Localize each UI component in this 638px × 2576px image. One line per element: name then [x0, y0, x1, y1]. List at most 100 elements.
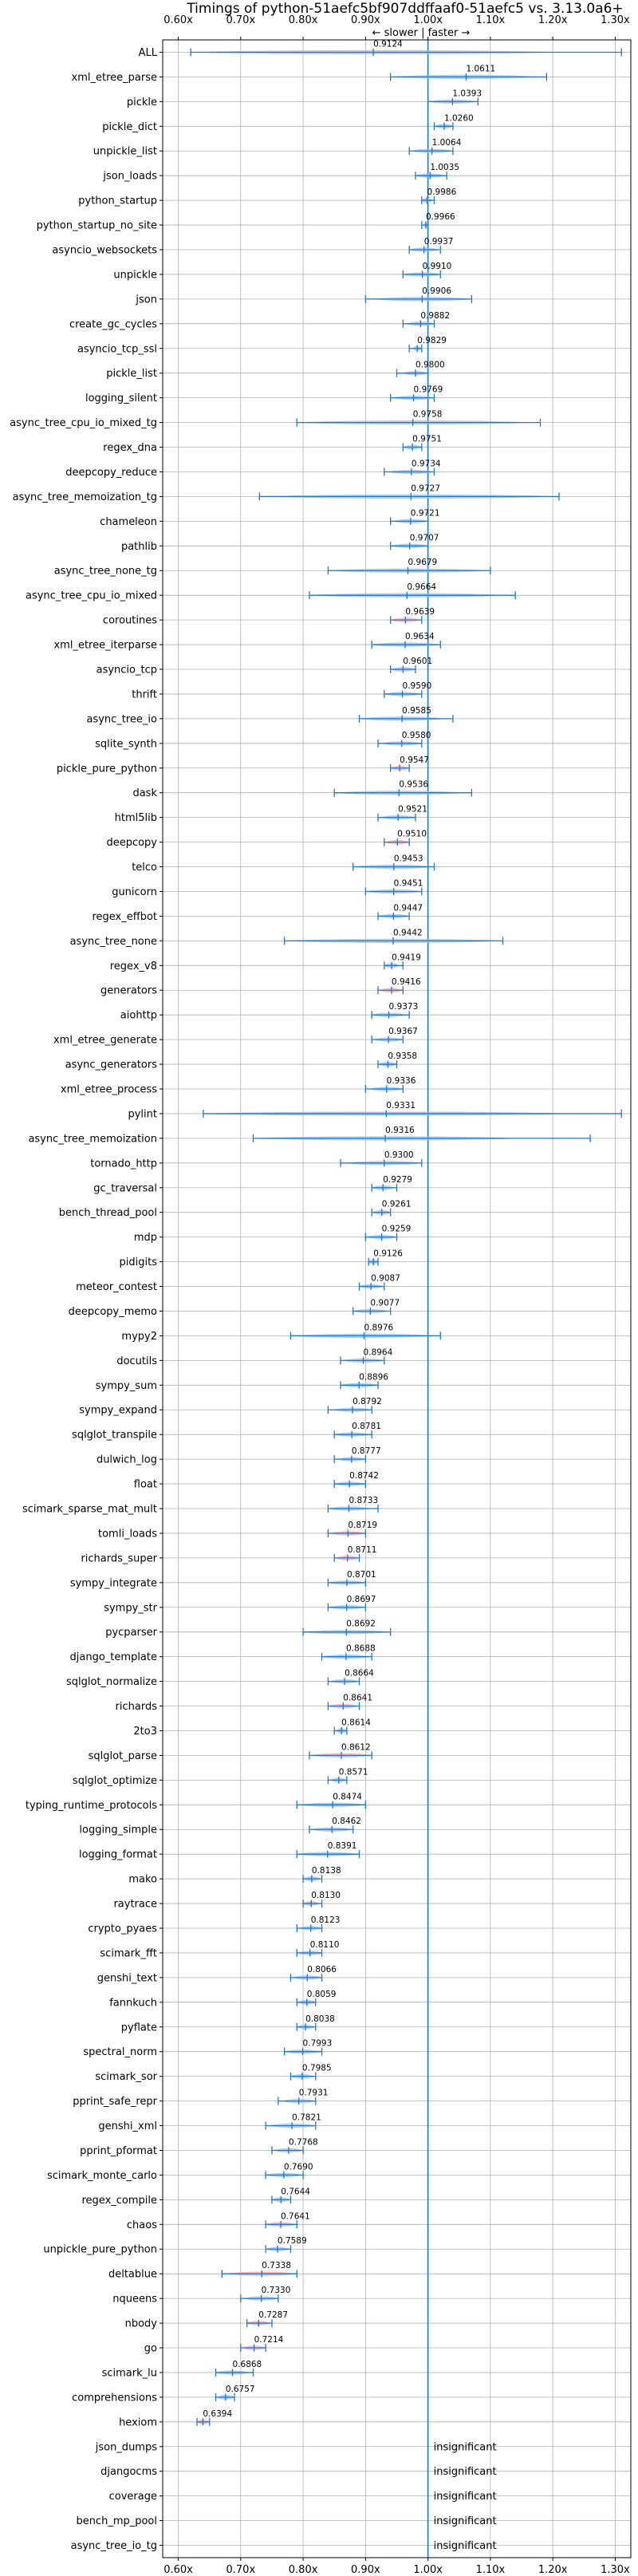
- x-tick-label-top: 0.70x: [226, 14, 256, 26]
- category-label: deepcopy: [106, 837, 157, 849]
- category-label: async_tree_none_tg: [54, 566, 157, 578]
- value-label: 0.8038: [305, 2014, 335, 2024]
- category-label: deepcopy_memo: [69, 1306, 157, 1318]
- value-label: 0.8130: [311, 1891, 341, 1900]
- category-label: pprint_pformat: [80, 2145, 157, 2157]
- category-label: docutils: [116, 1355, 157, 1367]
- x-tick-label-top: 0.80x: [289, 14, 318, 26]
- value-label: 0.9639: [405, 607, 435, 617]
- category-label: sqlglot_normalize: [66, 1676, 157, 1688]
- category-label: logging_format: [79, 1849, 157, 1861]
- x-tick-label-bottom: 0.70x: [226, 2564, 256, 2576]
- value-label: 0.7931: [299, 2089, 329, 2098]
- value-label: 0.8474: [333, 1792, 362, 1801]
- category-label: regex_compile: [81, 2195, 157, 2207]
- category-label: unpickle: [113, 269, 157, 281]
- value-label: 0.9966: [426, 212, 455, 222]
- value-label: 1.0611: [466, 64, 495, 73]
- value-label: 0.8896: [359, 1372, 388, 1382]
- value-label: 0.9416: [392, 977, 421, 987]
- value-label: 0.9358: [388, 1051, 417, 1061]
- marks-layer: 0.9124 1.0611 1.0393 1.0260 1.0064 1.0035 0.99…: [184, 39, 622, 2558]
- value-label: 0.9451: [394, 878, 423, 888]
- category-label: sqlite_synth: [95, 738, 157, 750]
- category-label: scimark_sor: [95, 2071, 157, 2083]
- category-label: scimark_lu: [102, 2367, 157, 2379]
- value-label: 0.9279: [383, 1175, 412, 1185]
- value-label: 0.9547: [400, 755, 429, 765]
- category-label: generators: [100, 985, 157, 997]
- category-label: tomli_loads: [98, 1528, 157, 1540]
- category-label: json: [135, 294, 157, 306]
- category-label: python_startup: [78, 195, 157, 207]
- category-label: comprehensions: [72, 2392, 157, 2404]
- value-label: 0.9800: [415, 361, 445, 370]
- category-label: html5lib: [115, 812, 157, 824]
- value-label: 0.9829: [417, 336, 447, 345]
- value-label: 0.8697: [347, 1595, 376, 1604]
- category-label: pickle_pure_python: [57, 763, 157, 775]
- category-label: 2to3: [133, 1726, 157, 1738]
- category-label: mdp: [134, 1232, 157, 1244]
- value-label: 0.8391: [328, 1841, 357, 1851]
- value-label: 0.9906: [422, 286, 451, 296]
- value-label: 0.9882: [420, 311, 450, 321]
- value-label: 1.0393: [452, 89, 482, 98]
- category-label: pylint: [128, 1108, 157, 1120]
- value-label: 0.9986: [427, 187, 457, 197]
- category-label: json_dumps: [95, 2441, 157, 2453]
- category-label: scimark_monte_carlo: [47, 2170, 157, 2182]
- value-label: 0.8612: [341, 1742, 371, 1752]
- category-label: tornado_http: [90, 1158, 157, 1170]
- x-tick-label-top: 1.10x: [476, 14, 506, 26]
- x-tick-label-bottom: 1.20x: [538, 2564, 568, 2576]
- category-label: aiohttp: [120, 1010, 157, 1022]
- axis-layer: 0.60x 0.60x 0.70x 0.70x 0.80x 0.80x 0.90x 0.90x…: [10, 14, 632, 2576]
- category-label: async_tree_memoization_tg: [13, 491, 157, 503]
- category-label: async_generators: [65, 1059, 158, 1071]
- category-label: regex_effbot: [92, 911, 157, 923]
- category-label: coverage: [109, 2491, 157, 2503]
- value-label: 0.9679: [408, 558, 438, 567]
- value-label: 0.7338: [262, 2261, 291, 2270]
- value-label: 0.8641: [343, 1694, 372, 1703]
- value-label: 0.9580: [402, 731, 431, 740]
- category-label: float: [134, 1479, 157, 1491]
- category-label: pickle_dict: [102, 121, 157, 133]
- category-label: python_startup_no_site: [37, 220, 157, 232]
- value-label: 0.9769: [414, 385, 443, 395]
- value-label: 0.9601: [403, 657, 432, 666]
- category-label: dask: [132, 787, 157, 799]
- category-label: scimark_sparse_mat_mult: [22, 1504, 157, 1516]
- x-tick-label-top: 1.20x: [538, 14, 568, 26]
- category-label: asyncio_tcp: [96, 665, 157, 677]
- insignificant-label: insignificant: [434, 2515, 497, 2527]
- category-label: asyncio_websockets: [52, 245, 157, 257]
- category-label: djangocms: [100, 2466, 157, 2478]
- value-label: 0.9707: [410, 533, 439, 542]
- category-label: sqlglot_transpile: [72, 1430, 157, 1442]
- x-tick-label-top: 0.90x: [351, 14, 380, 26]
- value-label: 0.8777: [352, 1446, 381, 1456]
- category-label: json_loads: [102, 171, 157, 183]
- value-label: 0.9077: [370, 1298, 400, 1308]
- category-label: sqlglot_optimize: [73, 1775, 157, 1787]
- value-label: 0.7821: [292, 2113, 321, 2123]
- value-label: 0.9910: [423, 262, 452, 271]
- value-label: 0.8664: [345, 1669, 374, 1679]
- category-label: deltablue: [108, 2269, 157, 2281]
- value-label: 0.7993: [303, 2039, 333, 2049]
- value-label: 0.9087: [371, 1274, 400, 1284]
- value-label: 0.9758: [413, 410, 443, 420]
- category-label: regex_dna: [103, 442, 157, 454]
- value-label: 1.0260: [444, 113, 474, 123]
- insignificant-label: insignificant: [434, 2540, 497, 2552]
- category-label: gunicorn: [112, 886, 157, 898]
- category-label: django_template: [70, 1651, 157, 1663]
- value-label: 0.9751: [412, 435, 442, 444]
- category-label: raytrace: [113, 1899, 157, 1911]
- category-label: async_tree_cpu_io_mixed: [26, 590, 157, 602]
- category-label: richards_super: [81, 1552, 157, 1564]
- value-label: 0.9442: [393, 928, 423, 937]
- value-label: 0.6394: [203, 2409, 232, 2419]
